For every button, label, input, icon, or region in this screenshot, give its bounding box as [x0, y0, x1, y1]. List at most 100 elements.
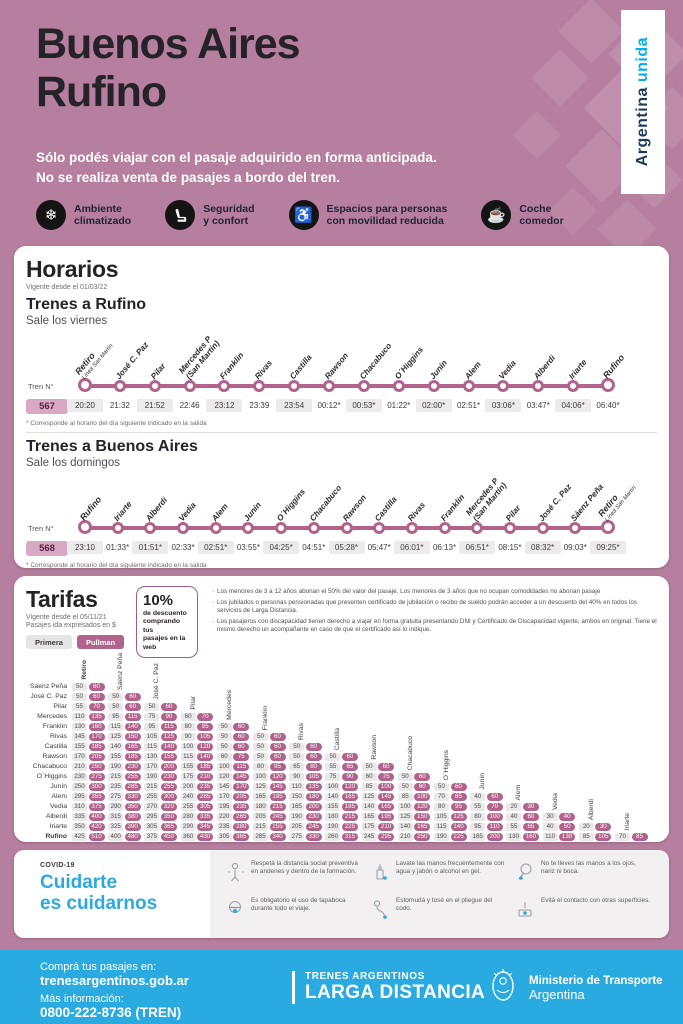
footer-contact: Comprá tus pasajes en: trenesargentinos.… [40, 961, 189, 1020]
pullman-fare: 205 [233, 793, 250, 801]
covid-tip: Respetá la distancia social preventiva e… [226, 860, 361, 893]
pullman-fare: 105 [595, 833, 612, 841]
fare-cell: 50 60 [397, 772, 431, 782]
station-label: Iriarte [111, 499, 134, 523]
primera-fare: 80 [253, 763, 268, 771]
primera-fare: 210 [397, 833, 413, 841]
primera-fare: 50 [361, 763, 377, 771]
brand-argentina: Argentina [634, 82, 651, 167]
departure-time: 23:39 [249, 401, 270, 410]
primera-fare: 190 [108, 763, 124, 771]
discount-percent: 10% [143, 592, 174, 609]
pullman-fare: 60 [233, 723, 250, 731]
fare-cell: 180 215 [253, 802, 286, 812]
fare-cell: 50 60 [144, 702, 177, 712]
pullman-fare: 95 [269, 763, 286, 771]
pullman-fare: 300 [160, 793, 177, 801]
fare-cell: 50 60 [108, 702, 141, 712]
primera-fare: 155 [180, 763, 196, 771]
departure-time: 06:40* [596, 401, 620, 410]
station-label: Castilla [288, 352, 314, 381]
departure-time: 22:46 [179, 401, 200, 410]
pullman-fare: 200 [486, 833, 503, 841]
amenity-label: Seguridad y confort [203, 202, 255, 227]
amenity-item: ❄ Ambiente climatizado [36, 200, 131, 230]
fare-cell: 165 195 [253, 792, 286, 802]
pullman-fare: 250 [414, 833, 431, 841]
fare-cell: 40 60 [506, 812, 539, 822]
primera-fare: 235 [108, 783, 124, 791]
primera-fare: 145 [216, 783, 232, 791]
pullman-fare: 140 [197, 753, 214, 761]
fare-cell: 125 150 [397, 812, 431, 822]
pullman-fare: 215 [269, 803, 286, 811]
fare-cell: 165 195 [361, 812, 395, 822]
pullman-fare: 60 [88, 693, 105, 701]
departure-time: 23:54 [276, 399, 313, 412]
fare-cell: 50 60 [253, 752, 286, 762]
primera-fare: 60 [216, 753, 232, 761]
route-stop-dot [78, 520, 92, 534]
fare-cell: 175 210 [361, 822, 395, 832]
amenity-label: Ambiente climatizado [74, 202, 132, 227]
primera-fare: 175 [361, 823, 377, 831]
station-label: Alberdi [144, 495, 170, 523]
primera-fare: 55 [72, 703, 87, 711]
primera-fare: 90 [289, 773, 305, 781]
pullman-fare: 120 [269, 773, 286, 781]
pullman-fare: 120 [414, 803, 431, 811]
fare-cell: 125 150 [108, 732, 141, 742]
fare-cell: 190 225 [434, 832, 467, 842]
primera-fare: 140 [361, 803, 377, 811]
pullman-fare: 110 [486, 823, 503, 831]
fare-cell: 50 60 [434, 782, 467, 792]
trenes-argentinos-label: TRENES ARGENTINOS [305, 971, 425, 982]
fare-col-header: Rawson [370, 735, 378, 760]
discount-text: de descuento comprando tus pasajes en la… [143, 610, 187, 651]
fare-cell: 170 205 [216, 792, 250, 802]
station-label: Franklin [218, 350, 246, 381]
fare-cell: 220 265 [216, 812, 250, 822]
fare-cell: 50 60 [216, 732, 250, 742]
departure-time: 02:51* [456, 401, 481, 410]
primera-fare: 75 [144, 713, 160, 721]
departure-time: 04:51* [302, 543, 326, 552]
primera-fare: 50 [253, 733, 268, 741]
station-label: José C. Paz [113, 340, 151, 381]
pullman-fare: 255 [269, 823, 286, 831]
pullman-fare: 185 [88, 743, 105, 751]
primera-fare: 50 [216, 723, 232, 731]
fare-cell: 130 160 [72, 722, 105, 732]
primera-fare: 180 [325, 813, 341, 821]
fare-row-header: Rufino [45, 833, 67, 840]
station-label: Junín [427, 358, 449, 381]
fare-cell: 315 380 [108, 812, 141, 822]
route-stop-dot [340, 522, 353, 534]
primera-fare: 80 [180, 723, 196, 731]
pullman-fare: 135 [88, 713, 105, 721]
primera-fare: 110 [289, 783, 305, 791]
primera-fare: 100 [216, 763, 232, 771]
fare-cell: 305 365 [144, 822, 177, 832]
station-label: Pilar [504, 503, 523, 523]
primera-fare: 150 [289, 793, 305, 801]
pullman-fare: 120 [341, 783, 358, 791]
pullman-fare: 60 [160, 703, 177, 711]
fare-cell: 170 200 [144, 762, 177, 772]
section-divider [26, 432, 657, 433]
route-stop-dot [569, 522, 582, 534]
departure-time: 02:00* [415, 399, 452, 412]
fare-cell: 115 140 [144, 742, 177, 752]
fare-col-header: Alberdi [587, 798, 595, 820]
station-label: Rawson [323, 351, 351, 381]
station-label: José C. Paz [536, 482, 573, 523]
primera-fare: 190 [144, 773, 160, 781]
pullman-fare: 350 [160, 813, 177, 821]
primera-fare: 50 [289, 743, 305, 751]
fare-row-header: Alberdi [45, 813, 67, 820]
pullman-fare: 245 [305, 823, 322, 831]
pullman-fare: 420 [88, 823, 105, 831]
pullman-fare: 85 [631, 833, 648, 841]
fare-row-header: Sáenz Peña [29, 683, 67, 690]
route-stop-dot [392, 380, 405, 392]
